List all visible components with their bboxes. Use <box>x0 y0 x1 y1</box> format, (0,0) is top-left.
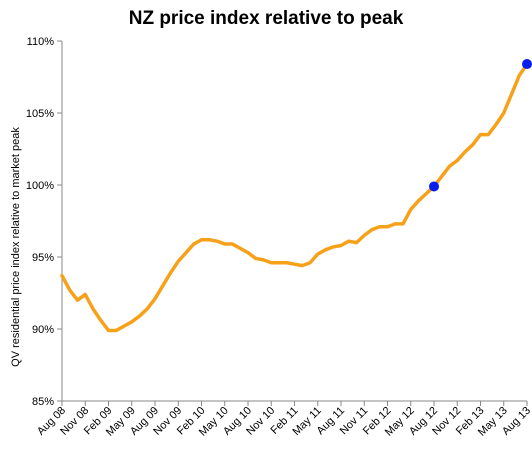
y-tick-label: 100% <box>26 180 54 192</box>
highlight-point <box>429 181 439 192</box>
y-axis-title: QV residential price index relative to m… <box>10 127 22 367</box>
y-tick-label: 110% <box>27 36 55 48</box>
y-axis-ticks: 85% 90% 95% 100% 105% 110% <box>26 36 62 408</box>
chart-title: NZ price index relative to peak <box>128 8 404 29</box>
series-line <box>60 62 529 333</box>
highlight-point <box>522 59 532 70</box>
y-tick-label: 105% <box>26 108 54 120</box>
y-tick-label: 85% <box>32 396 54 408</box>
highlight-markers <box>429 59 532 192</box>
y-tick-label: 90% <box>32 324 54 336</box>
y-tick-label: 95% <box>32 252 54 264</box>
